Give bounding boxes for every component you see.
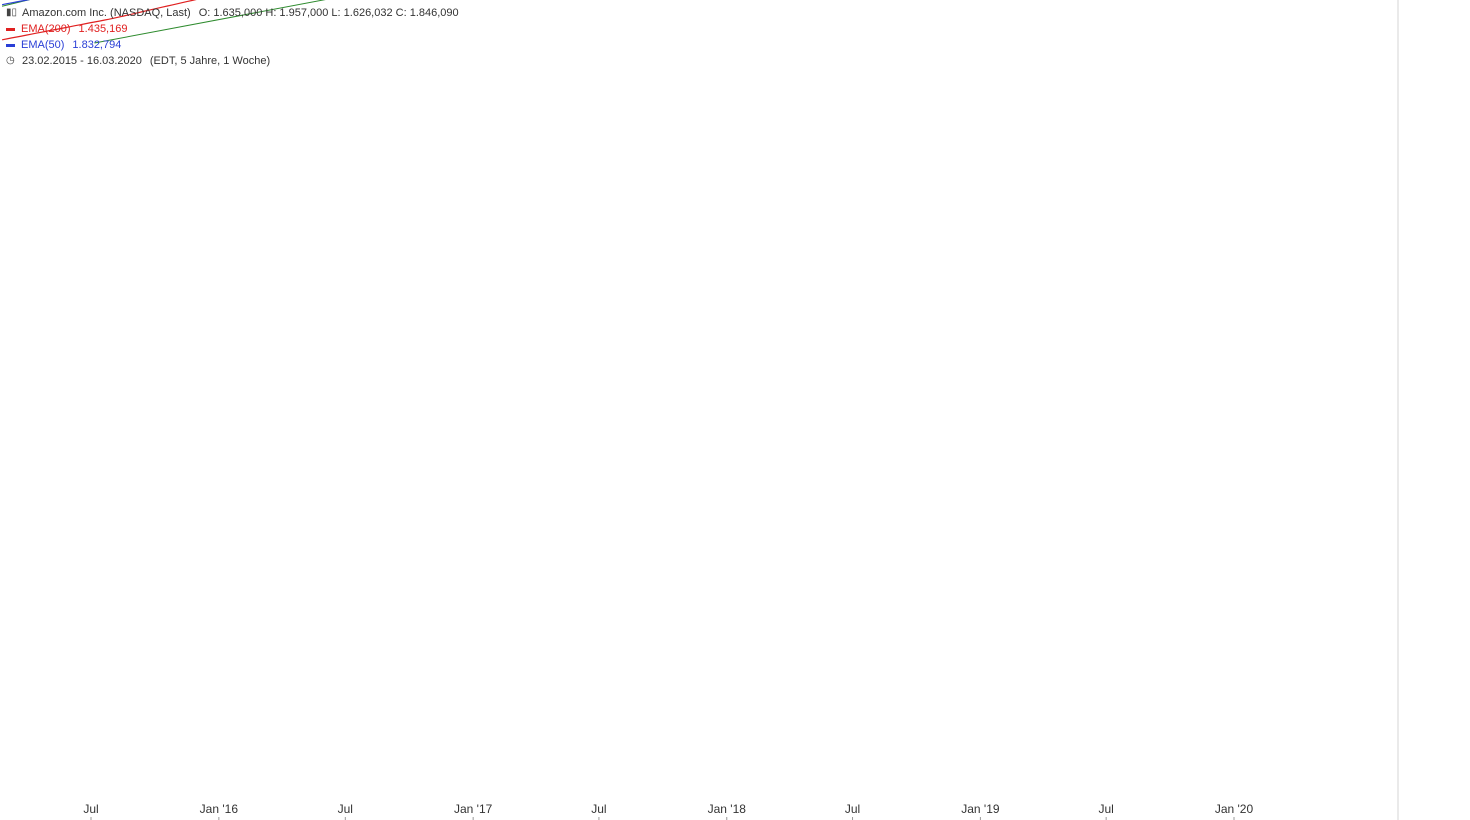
- x-tick-label-9: Jan '20: [1215, 802, 1254, 816]
- legend-range: 23.02.2015 - 16.03.2020: [22, 55, 142, 67]
- legend-range-detail: (EDT, 5 Jahre, 1 Woche): [149, 55, 271, 67]
- legend-instrument: Amazon.com Inc. (NASDAQ, Last): [22, 7, 191, 19]
- clock-icon: ◷: [6, 55, 15, 66]
- legend-ohlc: O: 1.635,000 H: 1.957,000 L: 1.626,032 C…: [198, 7, 459, 19]
- lower-trendline: [94, 0, 326, 44]
- legend-ema50-label: EMA(50): [21, 39, 65, 51]
- legend-ema200-label: EMA(200): [21, 23, 71, 35]
- x-tick-label-5: Jan '18: [708, 802, 747, 816]
- x-tick-label-0: Jul: [83, 802, 98, 816]
- candlestick-icon: ▮▯: [6, 7, 18, 18]
- chart-legend: ▮▯ Amazon.com Inc. (NASDAQ, Last) O: 1.6…: [6, 5, 459, 69]
- legend-ema50-row[interactable]: EMA(50) 1.832,794: [6, 37, 459, 53]
- x-tick-label-8: Jul: [1098, 802, 1113, 816]
- legend-ema200-value: 1.435,169: [78, 23, 128, 35]
- ema200-swatch: [6, 27, 15, 31]
- x-tick-label-2: Jul: [338, 802, 353, 816]
- x-tick-label-4: Jul: [591, 802, 606, 816]
- x-tick-label-1: Jan '16: [200, 802, 239, 816]
- legend-ema200-row[interactable]: EMA(200) 1.435,169: [6, 21, 459, 37]
- x-tick-label-6: Jul: [845, 802, 860, 816]
- x-tick-label-7: Jan '19: [961, 802, 1000, 816]
- legend-range-row: ◷ 23.02.2015 - 16.03.2020 (EDT, 5 Jahre,…: [6, 53, 459, 69]
- x-tick-label-3: Jan '17: [454, 802, 493, 816]
- legend-instrument-row: ▮▯ Amazon.com Inc. (NASDAQ, Last) O: 1.6…: [6, 5, 459, 21]
- ema50-swatch: [6, 43, 15, 47]
- legend-ema50-value: 1.832,794: [72, 39, 122, 51]
